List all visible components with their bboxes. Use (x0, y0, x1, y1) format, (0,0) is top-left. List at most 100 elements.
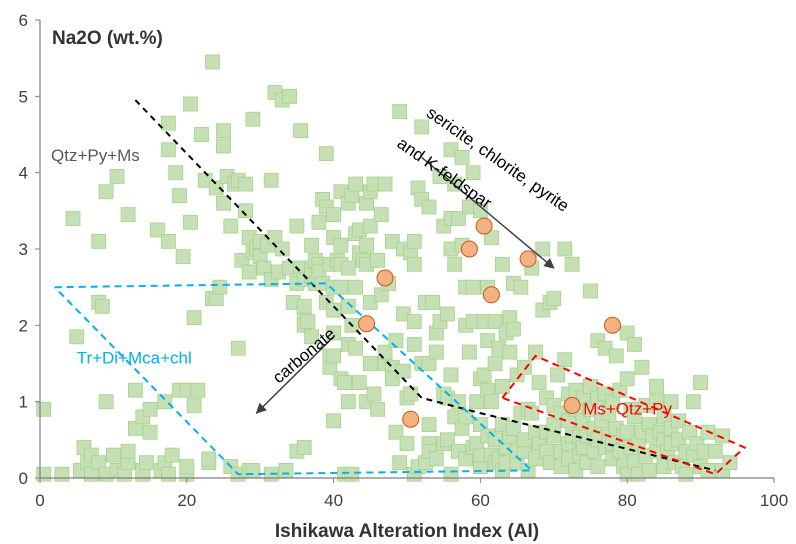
data-point-square (326, 207, 342, 223)
data-point-square (619, 424, 635, 440)
data-point-square (627, 409, 642, 425)
data-point-square (531, 375, 547, 391)
data-point-square (245, 462, 261, 478)
data-point-circle (482, 286, 500, 304)
data-point-square (421, 417, 437, 433)
data-point-square (605, 394, 620, 410)
data-point-square (91, 233, 107, 249)
data-point-square (36, 401, 52, 417)
data-point-square (278, 462, 294, 478)
annotation-label: Ms+Qtz+Py (583, 400, 672, 419)
y-tick-label: 3 (19, 240, 28, 259)
data-point-square (326, 325, 342, 341)
data-point-square (414, 119, 430, 135)
data-point-circle (563, 397, 581, 414)
data-point-square (362, 356, 378, 371)
data-point-square (120, 443, 136, 459)
data-point-square (337, 375, 353, 391)
data-point-square (98, 394, 114, 410)
blue-field-line (53, 282, 535, 476)
data-point-square (348, 279, 364, 295)
data-point-square (384, 371, 400, 387)
data-point-square (403, 386, 419, 402)
data-point-square (707, 443, 723, 459)
data-point-square (546, 291, 562, 307)
data-point-square (377, 176, 393, 192)
data-point-square (557, 352, 573, 368)
data-point-circle (358, 315, 376, 333)
data-point-square (54, 466, 70, 482)
data-point-square (142, 424, 158, 440)
data-point-square (160, 466, 176, 482)
data-point-circle (402, 410, 420, 428)
data-point-circle (604, 316, 621, 334)
data-point-square (91, 455, 107, 471)
data-point-square (245, 111, 261, 127)
annotation-label: Tr+Di+Mca+chl (77, 349, 192, 368)
data-point-square (120, 207, 136, 223)
data-point-square (517, 359, 532, 375)
data-point-square (465, 165, 481, 181)
data-point-square (469, 394, 485, 410)
data-point-square (421, 199, 437, 215)
data-point-square (157, 394, 173, 410)
data-point-square (216, 123, 231, 139)
data-point-square (392, 104, 408, 119)
data-point-square (458, 409, 474, 425)
data-point-square (550, 367, 565, 383)
data-point-circle (376, 269, 394, 287)
data-point-square (326, 302, 342, 318)
data-point-square (340, 298, 356, 314)
data-point-square (494, 256, 510, 272)
data-point-square (230, 340, 246, 356)
data-point-square (678, 466, 694, 482)
data-point-square (634, 359, 650, 375)
x-tick-label: 100 (760, 491, 788, 510)
data-point-square (483, 394, 499, 410)
data-point-square (406, 336, 422, 352)
data-point-square (106, 447, 121, 463)
data-point-square (300, 314, 316, 329)
data-point-square (663, 394, 679, 410)
data-point-square (373, 207, 389, 223)
y-tick-label: 0 (19, 469, 28, 488)
data-point-square (693, 375, 708, 391)
data-point-square (384, 233, 400, 249)
data-point-square (370, 252, 386, 268)
red-field-line (501, 354, 747, 476)
data-point-circle (460, 240, 478, 258)
data-point-square (333, 279, 349, 295)
data-point-square (186, 310, 202, 326)
data-point-square (461, 344, 477, 360)
data-point-square (406, 233, 422, 249)
data-point-square (439, 432, 455, 448)
data-point-square (425, 294, 441, 310)
chart-title: Na2O (wt.%) (52, 28, 163, 49)
data-point-square (494, 378, 510, 394)
data-point-square (428, 344, 444, 360)
data-point-square (447, 256, 463, 272)
data-point-square (528, 451, 543, 467)
y-tick-label: 2 (19, 316, 28, 335)
data-point-square (465, 279, 481, 295)
x-tick-label: 60 (471, 491, 490, 510)
carbonate-arrow (255, 336, 335, 414)
x-axis-title: Ishikawa Alteration Index (AI) (275, 521, 539, 542)
data-point-square (513, 279, 529, 295)
data-point-square (583, 283, 598, 299)
black-trend-line (134, 99, 716, 472)
data-point-square (175, 249, 191, 265)
data-point-square (293, 123, 309, 139)
data-point-square (127, 382, 143, 398)
data-point-square (443, 367, 459, 383)
data-point-square (454, 149, 470, 165)
data-point-square (505, 321, 521, 337)
data-point-square (142, 401, 158, 417)
data-point-square (149, 222, 165, 238)
data-point-square (208, 180, 224, 196)
data-point-square (190, 382, 206, 398)
data-point-square (528, 344, 543, 360)
data-point-square (127, 420, 143, 436)
data-point-square (619, 371, 635, 387)
data-point-square (172, 188, 187, 204)
